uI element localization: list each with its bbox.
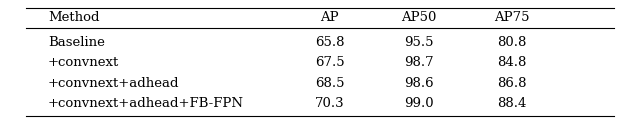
Text: 98.7: 98.7 — [404, 56, 434, 69]
Text: 70.3: 70.3 — [315, 97, 344, 110]
Text: AP: AP — [320, 11, 339, 24]
Text: 95.5: 95.5 — [404, 36, 434, 49]
Text: +convnext+adhead+FB-FPN: +convnext+adhead+FB-FPN — [48, 97, 244, 110]
Text: Baseline: Baseline — [48, 36, 105, 49]
Text: 86.8: 86.8 — [497, 77, 527, 90]
Text: 80.8: 80.8 — [497, 36, 527, 49]
Text: AP50: AP50 — [401, 11, 437, 24]
Text: AP75: AP75 — [494, 11, 530, 24]
Text: 99.0: 99.0 — [404, 97, 434, 110]
Text: 98.6: 98.6 — [404, 77, 434, 90]
Text: 68.5: 68.5 — [315, 77, 344, 90]
Text: 67.5: 67.5 — [315, 56, 344, 69]
Text: 84.8: 84.8 — [497, 56, 527, 69]
Text: 88.4: 88.4 — [497, 97, 527, 110]
Text: +convnext+adhead: +convnext+adhead — [48, 77, 179, 90]
Text: +convnext: +convnext — [48, 56, 119, 69]
Text: Method: Method — [48, 11, 99, 24]
Text: 65.8: 65.8 — [315, 36, 344, 49]
